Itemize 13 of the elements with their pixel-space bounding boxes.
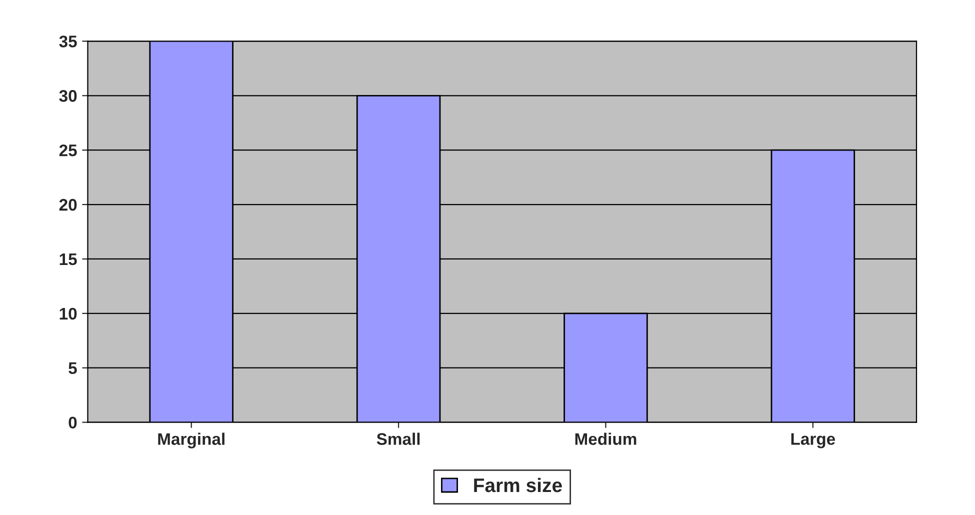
y-tick-label: 5 (68, 362, 77, 374)
legend-label: Farm size (474, 478, 562, 492)
y-tick-label: 25 (59, 144, 77, 156)
y-tick-label: 30 (59, 90, 77, 102)
x-tick-label: Marginal (158, 432, 224, 448)
x-tick-label: Medium (575, 432, 636, 445)
x-tick-label: Large (791, 433, 836, 448)
y-tick-label: 15 (60, 254, 77, 266)
y-tick-label: 35 (59, 36, 77, 48)
y-tick-label: 10 (60, 308, 77, 320)
x-tick-label: Small (376, 432, 420, 445)
y-tick-label: 0 (68, 416, 77, 429)
y-tick-label: 20 (59, 198, 77, 211)
